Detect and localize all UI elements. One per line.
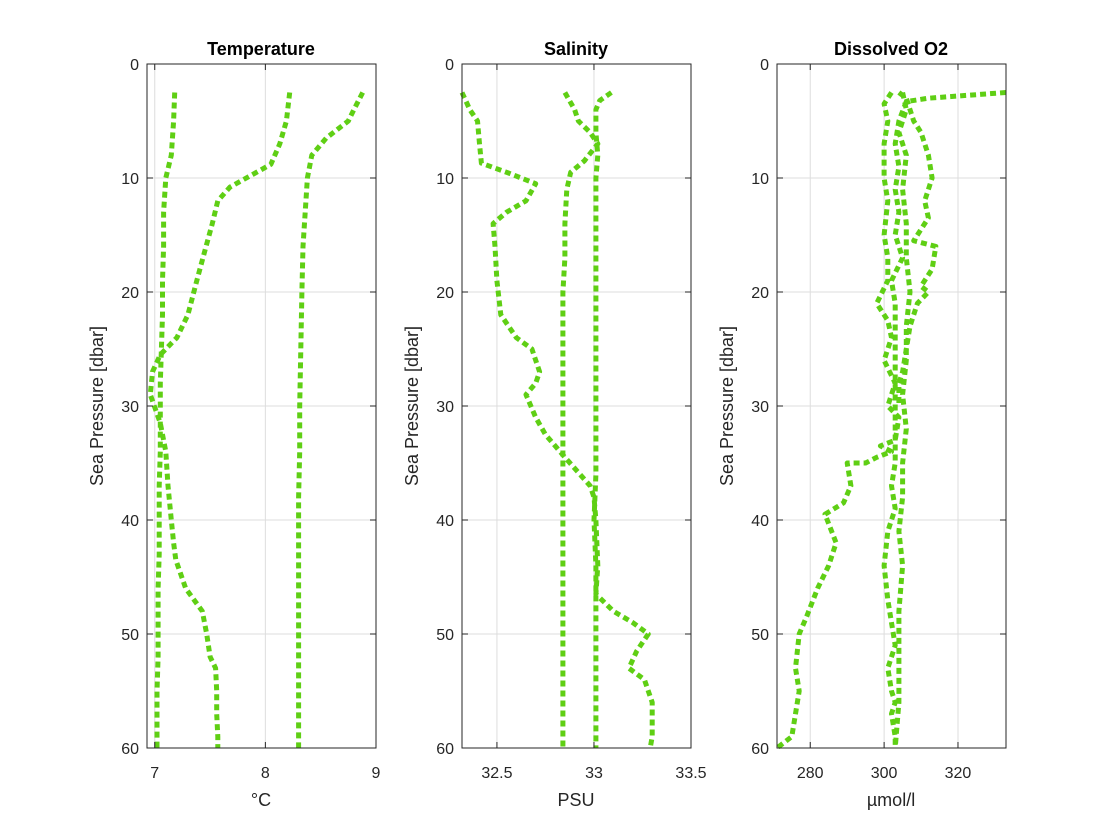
dissolved-o2-profile-line-2 bbox=[775, 91, 902, 750]
dissolved-o2-profile-line-3 bbox=[892, 91, 913, 749]
dissolved-o2-y-tick-label: 30 bbox=[751, 399, 769, 416]
dissolved-o2-x-tick-label: 320 bbox=[945, 765, 972, 782]
temperature-y-tick-label: 50 bbox=[121, 627, 139, 644]
temperature-profile-line-3 bbox=[296, 91, 365, 748]
temperature-x-tick-label: 9 bbox=[372, 765, 381, 782]
salinity-y-tick-label: 30 bbox=[436, 399, 454, 416]
salinity-profile-line-3 bbox=[591, 90, 613, 748]
salinity-y-tick-label: 40 bbox=[436, 513, 454, 530]
salinity-x-tick-label: 32.5 bbox=[481, 765, 512, 782]
dissolved-o2-y-axis-label: Sea Pressure [dbar] bbox=[717, 326, 737, 486]
temperature-y-tick-label: 60 bbox=[121, 741, 139, 758]
dissolved-o2-profile-line-1 bbox=[881, 90, 1007, 748]
temperature-y-axis-label: Sea Pressure [dbar] bbox=[87, 326, 107, 486]
salinity-y-tick-label: 10 bbox=[436, 171, 454, 188]
salinity-profile-line-1 bbox=[459, 91, 655, 749]
dissolved-o2-y-tick-label: 20 bbox=[751, 285, 769, 302]
temperature-x-tick-label: 8 bbox=[261, 765, 270, 782]
salinity-y-tick-label: 60 bbox=[436, 741, 454, 758]
dissolved-o2-x-axis-label: µmol/l bbox=[867, 790, 915, 810]
salinity-x-tick-label: 33.5 bbox=[675, 765, 706, 782]
temperature-y-tick-label: 10 bbox=[121, 171, 139, 188]
dissolved-o2-y-tick-label: 10 bbox=[751, 171, 769, 188]
salinity-y-tick-label: 0 bbox=[445, 57, 454, 74]
dissolved-o2-panel: 280 300 320 0 10 20 30 40 50 60 Dissolved O2 µmol… bbox=[717, 39, 1007, 810]
temperature-title: Temperature bbox=[207, 39, 315, 59]
dissolved-o2-y-tick-label: 40 bbox=[751, 513, 769, 530]
salinity-x-axis-label: PSU bbox=[557, 790, 594, 810]
dissolved-o2-x-tick-label: 280 bbox=[797, 765, 824, 782]
dissolved-o2-title: Dissolved O2 bbox=[834, 39, 948, 59]
salinity-profile-line-2 bbox=[560, 91, 601, 748]
dissolved-o2-y-tick-label: 50 bbox=[751, 627, 769, 644]
salinity-y-tick-label: 20 bbox=[436, 285, 454, 302]
temperature-profile-line-2 bbox=[147, 92, 293, 748]
temperature-y-tick-label: 0 bbox=[130, 57, 139, 74]
salinity-y-axis-label: Sea Pressure [dbar] bbox=[402, 326, 422, 486]
salinity-x-tick-label: 33 bbox=[585, 765, 603, 782]
temperature-y-tick-label: 40 bbox=[121, 513, 139, 530]
temperature-y-tick-label: 30 bbox=[121, 399, 139, 416]
salinity-panel: 32.5 33 33.5 0 10 20 30 40 50 60 Salinity PSU Sea… bbox=[402, 39, 707, 810]
salinity-y-tick-label: 50 bbox=[436, 627, 454, 644]
temperature-y-tick-label: 20 bbox=[121, 285, 139, 302]
salinity-title: Salinity bbox=[544, 39, 608, 59]
temperature-x-tick-label: 7 bbox=[150, 765, 159, 782]
dissolved-o2-y-tick-label: 60 bbox=[751, 741, 769, 758]
dissolved-o2-x-tick-label: 300 bbox=[871, 765, 898, 782]
dissolved-o2-y-tick-label: 0 bbox=[760, 57, 769, 74]
dissolved-o2-profile-line-4 bbox=[896, 90, 939, 406]
temperature-x-axis-label: °C bbox=[251, 790, 271, 810]
temperature-panel: 7 8 9 0 10 20 30 40 50 60 Temperature °C Sea Pres… bbox=[87, 39, 381, 810]
